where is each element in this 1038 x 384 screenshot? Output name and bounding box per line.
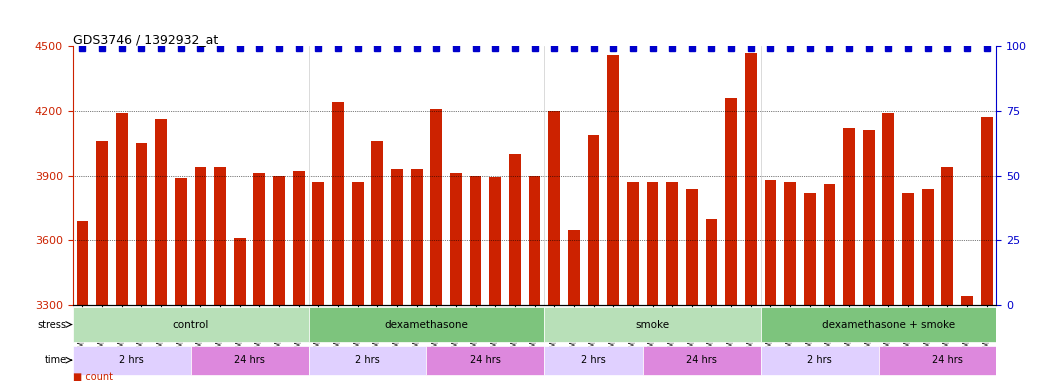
Bar	[666, 182, 678, 305]
Bar	[253, 174, 266, 305]
Bar	[588, 134, 599, 305]
Bar	[431, 109, 442, 305]
Text: dexamethasone: dexamethasone	[384, 319, 468, 329]
Text: time: time	[45, 355, 66, 365]
Bar	[194, 167, 207, 305]
Text: stress: stress	[37, 319, 66, 329]
Bar	[372, 141, 383, 305]
Bar	[411, 169, 422, 305]
Bar	[528, 175, 541, 305]
Bar	[784, 182, 796, 305]
Bar	[745, 53, 757, 305]
Bar	[607, 55, 619, 305]
Bar	[273, 175, 285, 305]
FancyBboxPatch shape	[643, 346, 761, 375]
Text: 24 hrs: 24 hrs	[470, 355, 501, 365]
Bar	[922, 189, 933, 305]
Bar	[116, 113, 128, 305]
Text: 24 hrs: 24 hrs	[932, 355, 963, 365]
Bar	[726, 98, 737, 305]
Bar	[391, 169, 403, 305]
FancyBboxPatch shape	[191, 346, 308, 375]
FancyBboxPatch shape	[761, 307, 1016, 342]
FancyBboxPatch shape	[761, 346, 878, 375]
Text: 2 hrs: 2 hrs	[581, 355, 606, 365]
Text: 2 hrs: 2 hrs	[355, 355, 380, 365]
FancyBboxPatch shape	[878, 346, 1016, 375]
Bar	[548, 111, 561, 305]
Bar	[941, 167, 953, 305]
FancyBboxPatch shape	[308, 346, 427, 375]
Text: ■ count: ■ count	[73, 372, 113, 382]
Bar	[686, 189, 698, 305]
Bar	[293, 171, 304, 305]
Bar	[882, 113, 895, 305]
Text: 24 hrs: 24 hrs	[235, 355, 265, 365]
Text: dexamethasone + smoke: dexamethasone + smoke	[822, 319, 955, 329]
FancyBboxPatch shape	[308, 307, 544, 342]
FancyBboxPatch shape	[427, 346, 544, 375]
Bar	[961, 296, 973, 305]
Text: smoke: smoke	[635, 319, 670, 329]
Bar	[332, 102, 344, 305]
Bar	[765, 180, 776, 305]
Bar	[843, 128, 855, 305]
Text: 24 hrs: 24 hrs	[686, 355, 717, 365]
Bar	[312, 182, 324, 305]
FancyBboxPatch shape	[544, 346, 643, 375]
Bar	[214, 167, 226, 305]
Bar	[156, 119, 167, 305]
Bar	[77, 221, 88, 305]
Bar	[803, 193, 816, 305]
Bar	[863, 130, 875, 305]
FancyBboxPatch shape	[73, 307, 308, 342]
Bar	[136, 143, 147, 305]
Bar	[706, 219, 717, 305]
Text: control: control	[172, 319, 209, 329]
Bar	[450, 174, 462, 305]
Bar	[234, 238, 246, 305]
Bar	[647, 182, 658, 305]
Bar	[489, 177, 501, 305]
Bar	[902, 193, 913, 305]
Text: GDS3746 / 1392932_at: GDS3746 / 1392932_at	[73, 33, 218, 46]
Bar	[627, 182, 638, 305]
FancyBboxPatch shape	[73, 346, 191, 375]
Bar	[470, 175, 482, 305]
Bar	[97, 141, 108, 305]
Bar	[981, 117, 992, 305]
FancyBboxPatch shape	[544, 307, 761, 342]
Bar	[823, 184, 836, 305]
Text: 2 hrs: 2 hrs	[808, 355, 831, 365]
Bar	[509, 154, 521, 305]
Bar	[174, 178, 187, 305]
Bar	[568, 230, 580, 305]
Text: 2 hrs: 2 hrs	[119, 355, 144, 365]
Bar	[352, 182, 363, 305]
